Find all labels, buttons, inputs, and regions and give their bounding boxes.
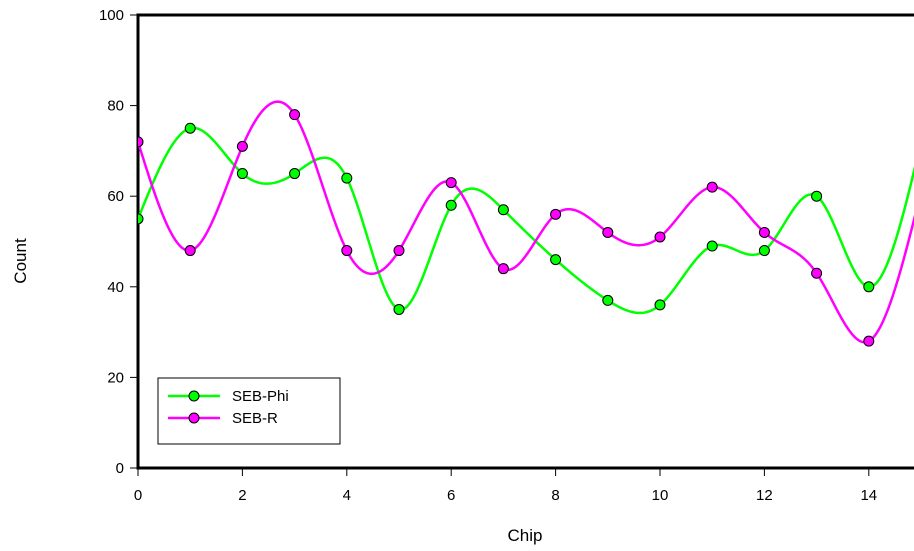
x-axis-title: Chip	[508, 526, 543, 545]
x-tick-label: 8	[551, 487, 559, 504]
x-tick-label: 4	[343, 487, 351, 504]
series-2-point	[602, 226, 614, 238]
legend-swatch-marker	[188, 412, 200, 424]
series-1-point	[236, 168, 248, 180]
series-1-point	[445, 199, 457, 211]
legend-label: SEB-R	[232, 410, 278, 427]
y-tick-label: 0	[116, 460, 124, 477]
series-line-2	[138, 100, 914, 344]
x-tick-label: 10	[652, 487, 669, 504]
series-1-point	[863, 281, 875, 293]
series-2-point	[445, 177, 457, 189]
series-1-point	[811, 190, 823, 202]
series-2-point	[758, 226, 770, 238]
series-1-point	[497, 204, 509, 216]
series-line-1	[138, 126, 914, 315]
series-1-point	[341, 172, 353, 184]
y-tick-label: 100	[99, 7, 124, 24]
x-tick-label: 0	[134, 487, 142, 504]
series-2-point	[184, 245, 196, 257]
series-2-point	[863, 335, 875, 347]
series-1-point	[654, 299, 666, 311]
y-tick-label: 60	[107, 188, 124, 205]
x-tick-label: 6	[447, 487, 455, 504]
y-tick-label: 80	[107, 98, 124, 115]
series-1-point	[289, 168, 301, 180]
legend: SEB-Phi SEB-R	[157, 377, 341, 445]
series-2-point	[138, 136, 144, 148]
series-2-point	[289, 109, 301, 121]
series-2-point	[550, 208, 562, 220]
series-2-point	[341, 245, 353, 257]
series-1-point	[393, 303, 405, 315]
series-2-point	[393, 245, 405, 257]
y-tick-label: 40	[107, 279, 124, 296]
series-1-point	[706, 240, 718, 252]
series-2-point	[811, 267, 823, 279]
series-2-point	[706, 181, 718, 193]
axes: 0 20 40 60 80 100 0 2 4 6 8 10 12 14	[99, 7, 914, 504]
legend-box	[157, 377, 341, 445]
series-1-point	[138, 213, 144, 225]
x-tick-label: 12	[756, 487, 773, 504]
y-tick-label: 20	[107, 369, 124, 386]
series-1-point	[550, 254, 562, 266]
series-layer	[138, 100, 914, 347]
x-tick-label: 2	[238, 487, 246, 504]
series-2-point	[497, 263, 509, 275]
series-2-point	[654, 231, 666, 243]
series-1-point	[184, 122, 196, 134]
series-1-point	[758, 245, 770, 257]
series-2-point	[236, 140, 248, 152]
y-axis-title: Count	[11, 238, 30, 284]
series-1-point	[602, 294, 614, 306]
legend-swatch-marker	[188, 390, 200, 402]
x-tick-label: 14	[860, 487, 877, 504]
legend-label: SEB-Phi	[232, 388, 289, 405]
